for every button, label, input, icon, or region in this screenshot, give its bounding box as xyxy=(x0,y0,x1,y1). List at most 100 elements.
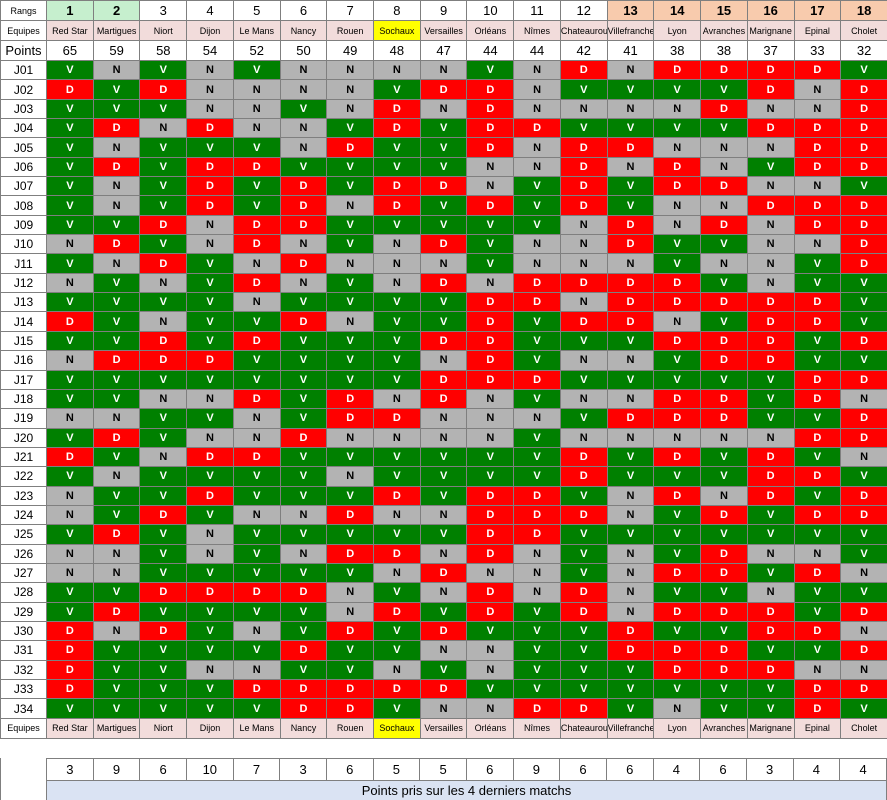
result-cell: N xyxy=(793,79,842,100)
result-cell: N xyxy=(513,234,561,255)
result-cell: V xyxy=(232,369,281,390)
result-cell: D xyxy=(746,118,795,139)
matchday-row: J32 D V V N N V V N V N V V V D D D N N xyxy=(0,659,887,681)
result-cell: D xyxy=(279,214,328,236)
result-cell: V xyxy=(232,466,281,487)
result-cell: D xyxy=(46,446,94,468)
rank-row-label: Rangs xyxy=(0,0,47,21)
result-cell: N xyxy=(653,698,702,719)
result-cell: V xyxy=(279,369,328,390)
result-cell: D xyxy=(419,620,468,642)
result-cell: N xyxy=(606,562,655,584)
result-cell: N xyxy=(606,59,655,81)
result-cell: D xyxy=(326,388,375,410)
matchday-label: J04 xyxy=(0,118,47,139)
result-cell: V xyxy=(373,582,421,603)
team-name-cell: Nîmes xyxy=(513,20,561,41)
result-cell: V xyxy=(653,369,702,390)
result-cell: N xyxy=(513,408,561,429)
result-cell: V xyxy=(139,176,188,197)
result-cell: D xyxy=(92,234,141,255)
result-cell: N xyxy=(606,427,655,448)
matchday-label: J30 xyxy=(0,620,47,642)
result-cell: V xyxy=(466,253,515,274)
result-cell: N xyxy=(419,427,468,448)
result-cell: V xyxy=(466,446,515,468)
result-cell: D xyxy=(92,350,141,371)
matchday-label: J09 xyxy=(0,214,47,236)
result-cell: V xyxy=(419,118,468,139)
results-grid: Rangs 1 2 3 4 5 6 7 8 9 10 11 12 13 14 15 16 17 18 Equipes R… xyxy=(0,0,887,739)
result-cell: D xyxy=(279,582,328,603)
matchday-row: J22 V N V V V V N V V V V D V V V D D V xyxy=(0,466,887,487)
result-cell: D xyxy=(326,698,375,719)
result-cell: N xyxy=(793,234,842,255)
result-cell: N xyxy=(92,137,141,158)
result-cell: N xyxy=(653,98,702,120)
result-cell: D xyxy=(840,427,887,448)
result-cell: D xyxy=(279,640,328,661)
result-cell: D xyxy=(840,79,887,100)
result-cell: D xyxy=(513,272,561,294)
result-cell: V xyxy=(279,446,328,468)
result-cell: V xyxy=(232,176,281,197)
result-cell: V xyxy=(326,156,375,178)
result-cell: D xyxy=(793,620,842,642)
result-cell: N xyxy=(700,253,748,274)
last-four-table: 3 9 6 10 7 3 6 5 5 6 9 6 6 4 6 3 4 4 Points pris sur les … xyxy=(46,758,887,800)
result-cell: D xyxy=(700,601,748,622)
result-cell: V xyxy=(232,311,281,332)
result-cell: N xyxy=(513,156,561,178)
result-cell: D xyxy=(700,408,748,429)
matchday-row: J29 V D V V V V N D V D V D N D D D V D xyxy=(0,601,887,622)
matchday-label: J17 xyxy=(0,369,47,390)
result-cell: V xyxy=(840,543,887,564)
result-cell: V xyxy=(46,524,94,545)
matchday-label: J24 xyxy=(0,504,47,526)
result-cell: V xyxy=(653,524,702,545)
result-cell: N xyxy=(466,427,515,448)
result-cell: V xyxy=(606,698,655,719)
result-cell: N xyxy=(559,98,608,120)
result-cell: N xyxy=(653,195,702,216)
team-name-cell: Orléans xyxy=(466,717,515,739)
result-cell: N xyxy=(326,311,375,332)
result-cell: V xyxy=(139,543,188,564)
matchday-label: J32 xyxy=(0,659,47,681)
points-cell: 37 xyxy=(746,40,795,61)
result-cell: N xyxy=(373,59,421,81)
team-name-cell: Marignane xyxy=(746,20,795,41)
result-cell: V xyxy=(653,253,702,274)
points-cell: 41 xyxy=(606,40,655,61)
result-cell: D xyxy=(746,59,795,81)
result-cell: V xyxy=(46,137,94,158)
result-cell: V xyxy=(700,311,748,332)
result-cell: N xyxy=(700,156,748,178)
result-cell: V xyxy=(606,466,655,487)
result-cell: D xyxy=(653,640,702,661)
result-cell: V xyxy=(232,601,281,622)
result-cell: N xyxy=(513,562,561,584)
result-cell: D xyxy=(793,678,842,700)
result-cell: V xyxy=(186,562,234,584)
result-cell: D xyxy=(746,195,795,216)
result-cell: N xyxy=(373,234,421,255)
result-cell: D xyxy=(466,369,515,390)
result-cell: D xyxy=(466,485,515,506)
result-cell: V xyxy=(419,195,468,216)
result-cell: V xyxy=(139,98,188,120)
result-cell: V xyxy=(700,369,748,390)
result-cell: V xyxy=(46,176,94,197)
result-cell: V xyxy=(419,485,468,506)
matchday-row: J33 D V V V D D D D D V V V V V V V D D xyxy=(0,678,887,700)
result-cell: V xyxy=(326,214,375,236)
result-cell: D xyxy=(606,137,655,158)
result-cell: V xyxy=(92,98,141,120)
result-cell: N xyxy=(746,253,795,274)
result-cell: V xyxy=(46,292,94,313)
result-cell: N xyxy=(793,98,842,120)
rank-cell: 6 xyxy=(279,0,328,21)
result-cell: D xyxy=(466,330,515,352)
result-cell: V xyxy=(840,466,887,487)
result-cell: V xyxy=(279,330,328,352)
